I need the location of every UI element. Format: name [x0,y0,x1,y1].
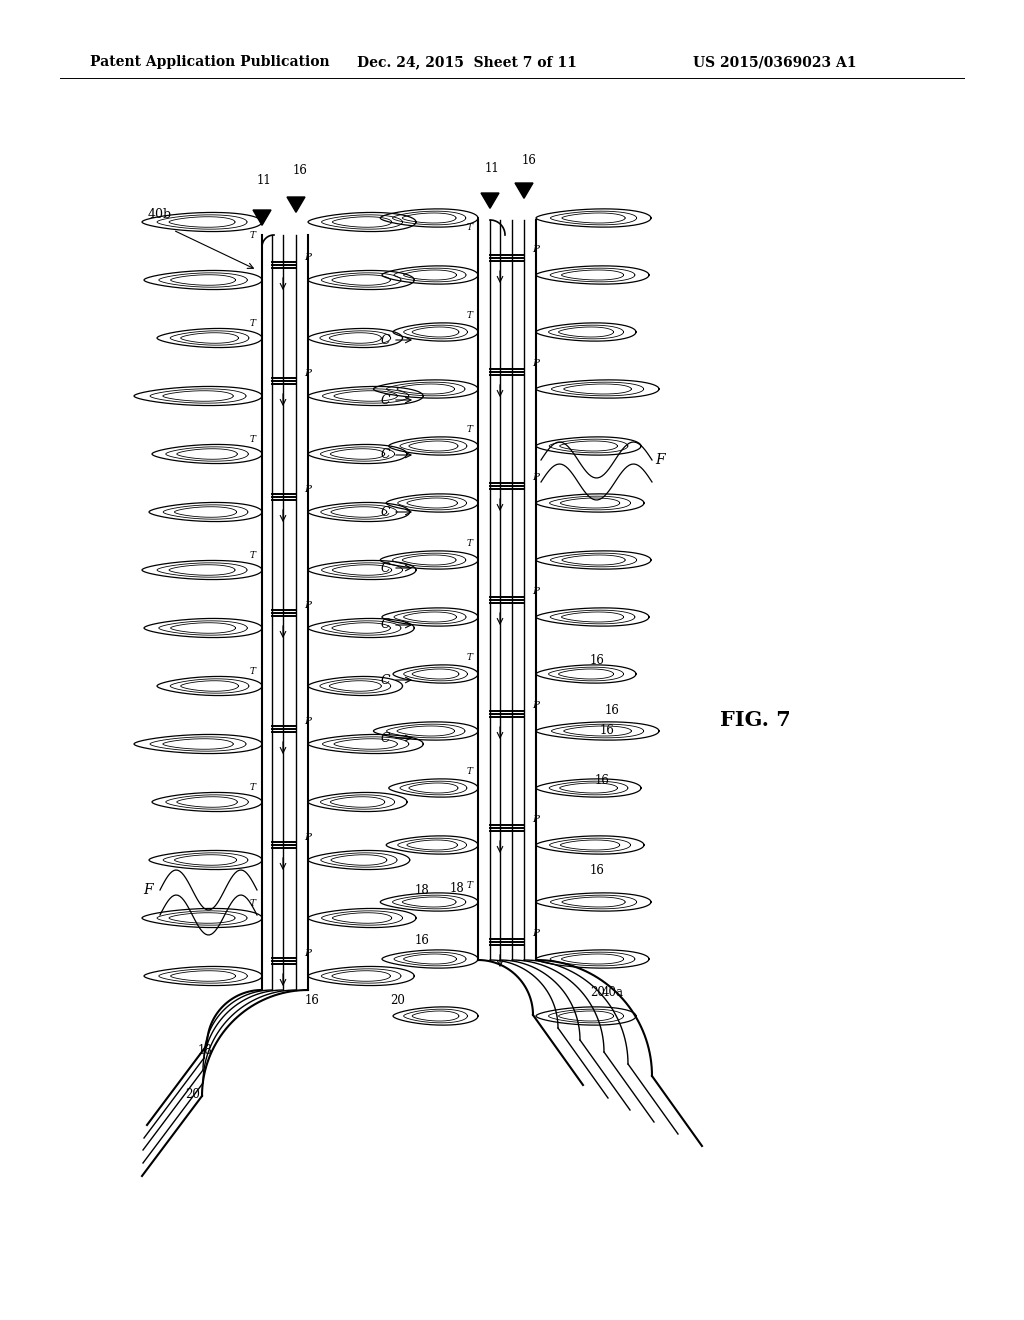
Text: T: T [467,310,473,319]
Text: C: C [380,731,390,744]
Text: 16: 16 [590,863,605,876]
Text: T: T [250,318,256,327]
Text: C: C [380,506,390,519]
Text: C: C [380,334,390,346]
Text: 16: 16 [305,994,319,1006]
Text: 16: 16 [293,164,307,177]
Text: C: C [380,673,390,686]
Text: 16: 16 [600,723,614,737]
Text: 18: 18 [415,883,430,896]
Text: 11: 11 [257,174,271,187]
Text: 40a: 40a [602,986,624,998]
Text: P: P [532,587,539,597]
Text: P: P [532,474,539,483]
Text: C: C [380,561,390,574]
Polygon shape [481,193,499,209]
Text: P: P [532,359,539,368]
Text: C: C [380,449,390,462]
Text: 20: 20 [590,986,605,998]
Text: 16: 16 [595,774,610,787]
Text: 20: 20 [185,1089,200,1101]
Text: Patent Application Publication: Patent Application Publication [90,55,330,69]
Text: 40b: 40b [148,209,172,222]
Text: 20: 20 [390,994,404,1006]
Text: T: T [250,550,256,560]
Text: 16: 16 [521,154,537,168]
Text: T: T [250,783,256,792]
Text: 16: 16 [605,704,620,717]
Text: F: F [655,453,665,467]
Text: 18: 18 [198,1044,212,1056]
Text: P: P [304,949,311,957]
Text: T: T [467,767,473,776]
Text: 16: 16 [590,653,605,667]
Text: Dec. 24, 2015  Sheet 7 of 11: Dec. 24, 2015 Sheet 7 of 11 [357,55,577,69]
Polygon shape [253,210,271,226]
Text: 11: 11 [484,162,500,176]
Text: P: P [532,246,539,255]
Text: T: T [250,899,256,908]
Text: P: P [304,484,311,494]
Text: T: T [467,223,473,232]
Text: T: T [250,434,256,444]
Text: 18: 18 [450,882,465,895]
Text: P: P [304,833,311,842]
Text: T: T [250,231,256,239]
Text: C: C [380,619,390,631]
Text: F: F [143,883,153,898]
Text: T: T [467,539,473,548]
Polygon shape [287,197,305,213]
Text: FIG. 7: FIG. 7 [720,710,791,730]
Text: P: P [532,816,539,825]
Text: US 2015/0369023 A1: US 2015/0369023 A1 [693,55,856,69]
Text: P: P [304,252,311,261]
Text: P: P [304,601,311,610]
Polygon shape [515,183,534,198]
Text: P: P [304,368,311,378]
Text: T: T [250,667,256,676]
Text: T: T [467,880,473,890]
Text: P: P [532,929,539,939]
Text: 16: 16 [415,933,430,946]
Text: C: C [380,393,390,407]
Text: P: P [304,717,311,726]
Text: P: P [532,701,539,710]
Text: T: T [467,425,473,433]
Text: T: T [467,652,473,661]
